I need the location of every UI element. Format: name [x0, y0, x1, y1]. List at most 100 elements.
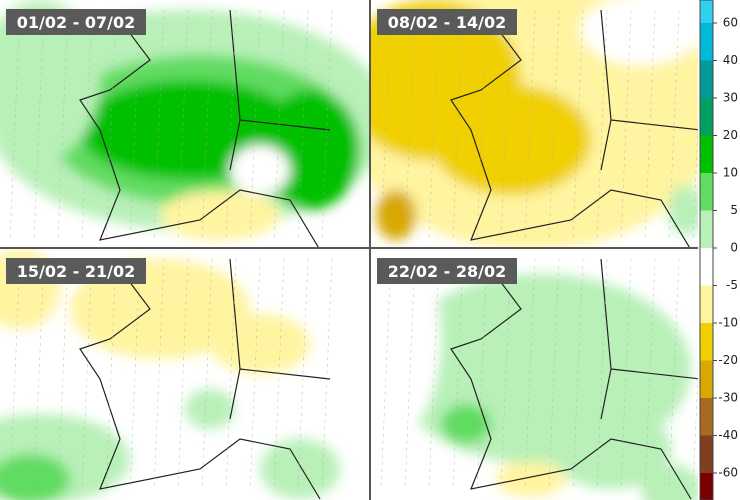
colorbar-segment	[700, 0, 713, 23]
panel-label: 15/02 - 21/02	[17, 262, 136, 281]
region-line	[225, 9, 237, 241]
region-line	[9, 9, 21, 241]
region-line	[692, 120, 698, 241]
coastline	[450, 268, 692, 500]
anomaly-area	[581, 0, 698, 65]
region-line	[524, 258, 536, 490]
colorbar-label: 20	[723, 128, 738, 142]
region-line	[153, 9, 165, 241]
region-line	[404, 9, 416, 241]
region-line	[500, 9, 512, 241]
panel-label-box	[377, 258, 517, 284]
colorbar-label: 5	[730, 203, 738, 217]
colorbar-label: 30	[723, 91, 738, 105]
panel-label: 08/02 - 14/02	[388, 13, 507, 32]
precipitation-field	[371, 249, 698, 500]
region-line	[380, 9, 392, 241]
anomaly-area	[0, 454, 70, 500]
region-line	[380, 258, 392, 490]
colorbar-label: 0	[730, 241, 738, 255]
region-line	[297, 9, 309, 241]
colorbar-segment	[700, 398, 713, 436]
region-line	[81, 258, 93, 490]
anomaly-area	[551, 409, 671, 489]
colorbar-segment	[700, 135, 713, 173]
region-line	[177, 9, 189, 241]
colorbar-label: 10	[723, 166, 738, 180]
region-line	[548, 258, 560, 490]
anomaly-area	[0, 0, 100, 160]
anomaly-area	[668, 185, 698, 235]
colorbar-label: -20	[718, 353, 738, 367]
region-line	[81, 9, 93, 241]
region-line	[57, 9, 69, 241]
region-line	[321, 9, 333, 241]
region-line	[452, 258, 464, 490]
region-line	[476, 258, 488, 490]
region-line	[201, 9, 213, 241]
region-line	[33, 258, 45, 490]
colorbar-label: 60	[723, 16, 738, 30]
panel-label: 01/02 - 07/02	[17, 13, 136, 32]
anomaly-area	[371, 249, 441, 429]
colorbar-segment	[700, 323, 713, 361]
region-line	[644, 258, 656, 490]
region-line	[249, 258, 261, 490]
region-line	[105, 258, 117, 490]
region-line	[428, 258, 440, 490]
colorbar-frame	[699, 0, 714, 500]
region-line	[572, 258, 584, 490]
region-line	[548, 9, 560, 241]
region-line	[177, 258, 189, 490]
colorbar-label: -60	[718, 466, 738, 480]
region-line	[476, 9, 488, 241]
anomaly-area	[160, 190, 280, 240]
region-line	[105, 9, 117, 241]
anomaly-area	[185, 389, 235, 429]
colorbar-segment	[700, 98, 713, 136]
panel-label-box	[377, 9, 517, 35]
region-line	[596, 9, 608, 241]
panel-label-box	[6, 258, 146, 284]
region-line	[620, 9, 632, 241]
map-panel	[371, 0, 698, 247]
colorbar-segment	[700, 173, 713, 211]
region-line	[692, 369, 698, 490]
anomaly-area	[260, 439, 340, 499]
colorbar-segment	[700, 285, 713, 323]
border	[600, 9, 698, 171]
region-line	[321, 258, 333, 490]
map-panel	[371, 249, 698, 500]
map-panel	[0, 0, 369, 247]
region-line	[668, 9, 680, 241]
colorbar-segment	[700, 435, 713, 473]
colorbar-segment	[700, 60, 713, 98]
precipitation-field	[0, 0, 369, 240]
colorbar-label: -30	[718, 391, 738, 405]
region-line	[249, 9, 261, 241]
region-line	[500, 258, 512, 490]
colorbar-segment	[700, 473, 713, 500]
region-line	[452, 9, 464, 241]
border	[229, 9, 331, 171]
panel-label: 22/02 - 28/02	[388, 262, 507, 281]
region-line	[620, 258, 632, 490]
map-panels	[0, 0, 698, 500]
colorbar-label: -40	[718, 428, 738, 442]
coastline	[79, 19, 319, 247]
region-line	[201, 258, 213, 490]
region-line	[273, 9, 285, 241]
region-line	[273, 258, 285, 490]
border	[600, 258, 698, 420]
map-panel	[0, 249, 369, 500]
colorbar-segment	[700, 210, 713, 248]
colorbar-label: -5	[726, 278, 738, 292]
region-line	[572, 9, 584, 241]
border	[229, 258, 331, 420]
region-line	[297, 258, 309, 490]
anomaly-area	[431, 85, 591, 195]
region-line	[225, 258, 237, 490]
precipitation-field	[371, 0, 698, 247]
region-line	[129, 9, 141, 241]
